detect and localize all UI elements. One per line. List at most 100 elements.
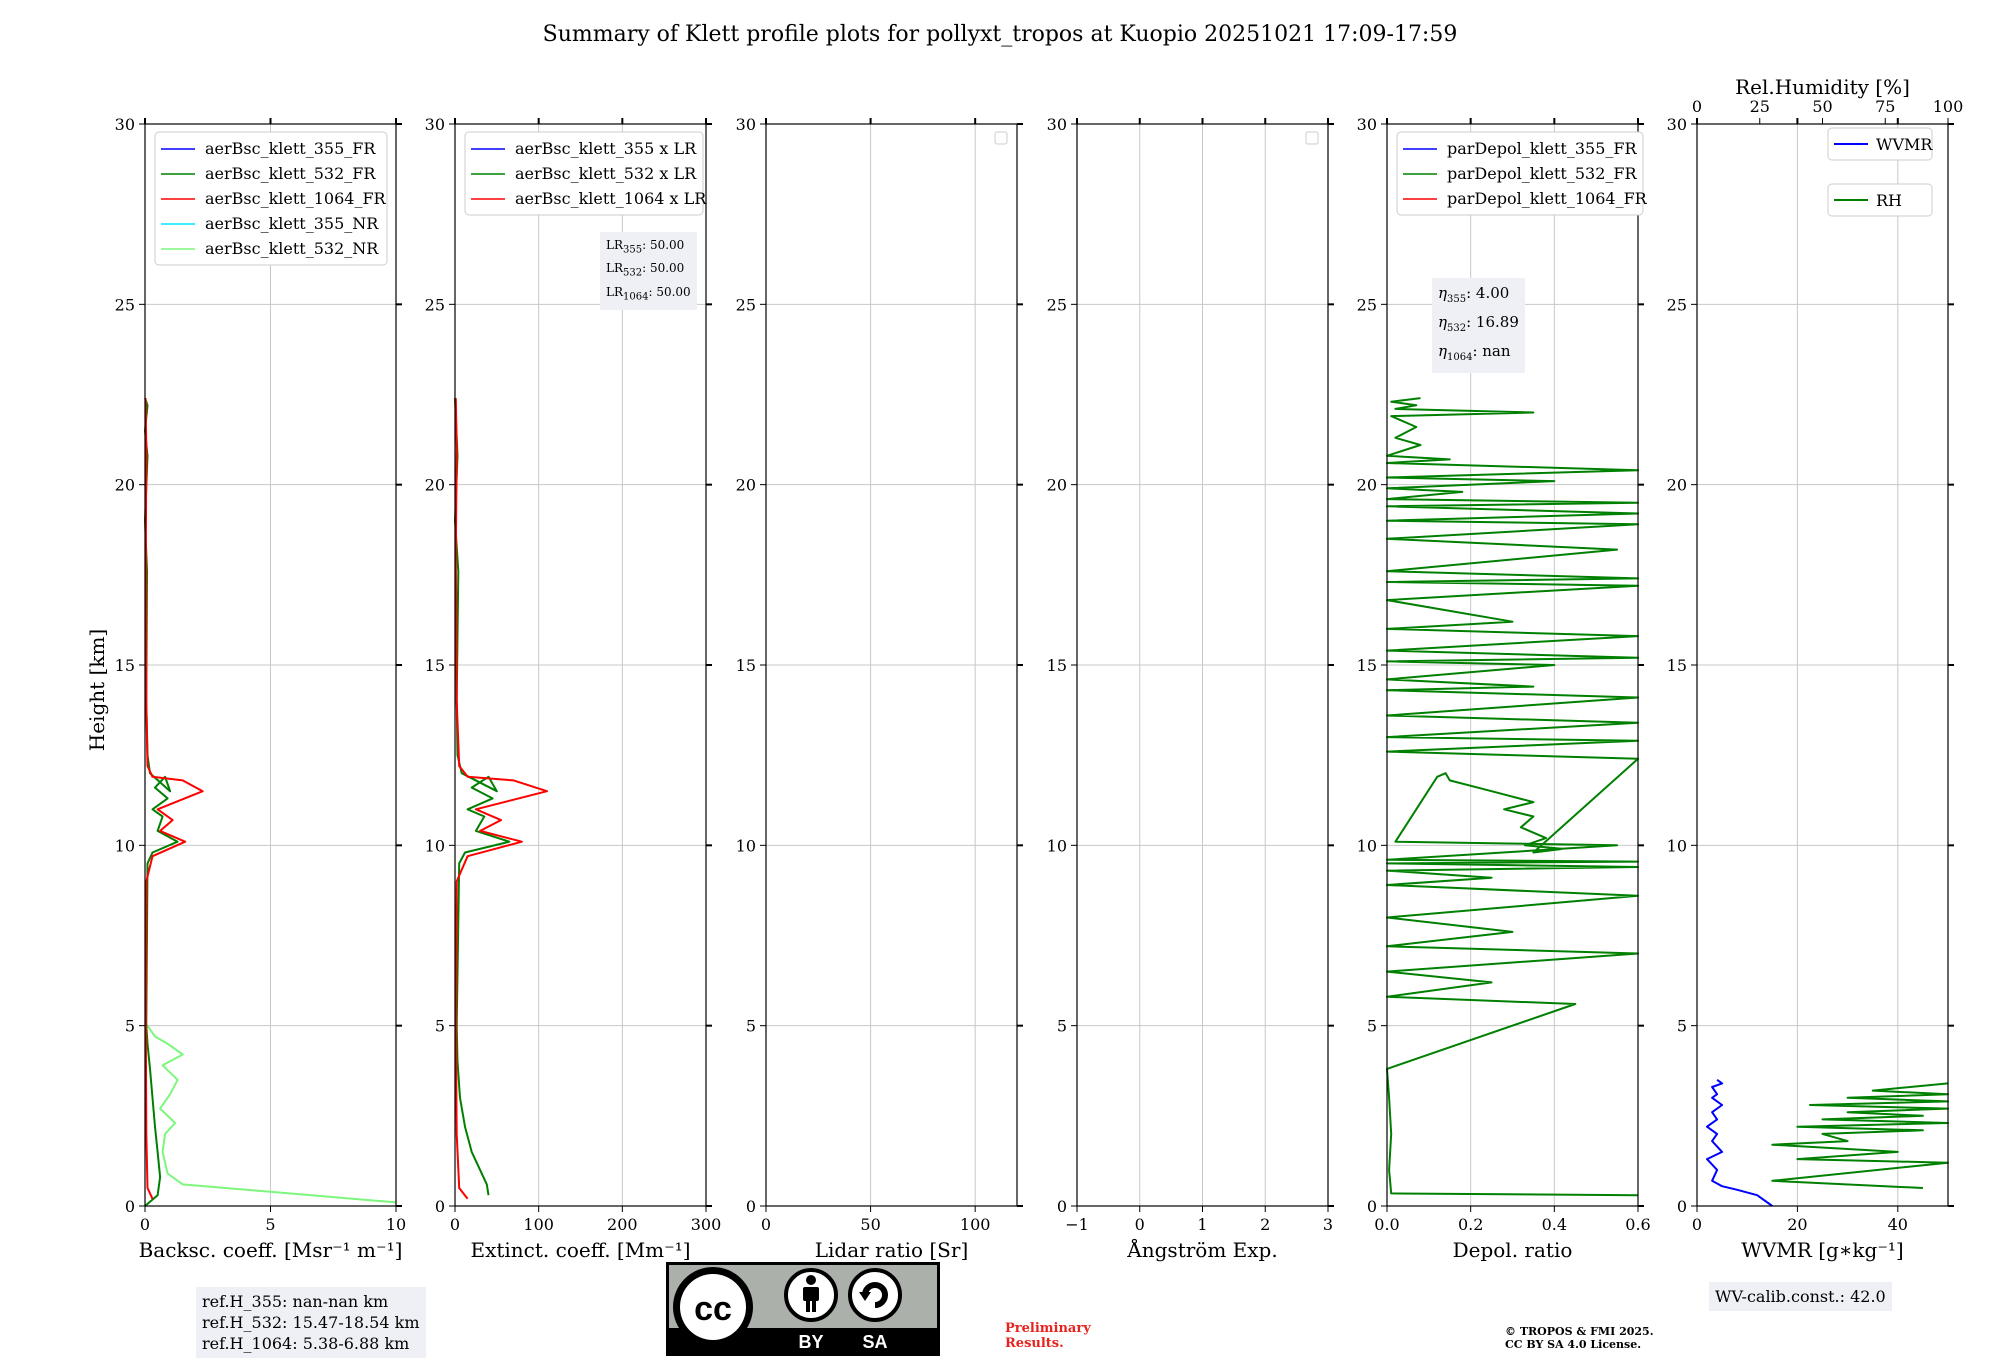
- y-tick-label: 10: [425, 836, 445, 855]
- legend-frame: [154, 131, 388, 266]
- legend-label: aerBsc_klett_355 x LR: [515, 139, 697, 158]
- y-tick-label: 5: [746, 1017, 756, 1036]
- top-x-tick-label: 50: [1812, 97, 1832, 116]
- legend-label: aerBsc_klett_355_FR: [205, 139, 376, 158]
- series-aerBsc_klett_1064 x LR: [454, 398, 548, 1200]
- x-tick-label: 20: [1787, 1215, 1807, 1234]
- legend-RH: RH: [1827, 183, 1933, 217]
- axes-frame: [1696, 123, 1949, 1207]
- x-axis-label: Backsc. coeff. [Msr⁻¹ m⁻¹]: [139, 1238, 403, 1262]
- legend-frame: [1396, 131, 1644, 216]
- y-tick-label: 20: [1667, 476, 1687, 495]
- x-tick-label: 3: [1323, 1215, 1333, 1234]
- legend-label: aerBsc_klett_1064_FR: [205, 189, 387, 208]
- x-tick-label: 0: [450, 1215, 460, 1234]
- y-tick-label: 30: [1357, 115, 1377, 134]
- lidar-ratio-box: LR355: 50.00 LR532: 50.00 LR1064: 50.00: [600, 232, 697, 311]
- empty-legend: [994, 131, 1008, 145]
- x-tick-label: 0: [761, 1215, 771, 1234]
- y-tick-label: 25: [736, 295, 756, 314]
- x-tick-label: 100: [523, 1215, 554, 1234]
- series-aerBsc_klett_532 x LR: [454, 398, 511, 1196]
- legend-label: aerBsc_klett_1064 x LR: [515, 189, 707, 208]
- svg-text:BY: BY: [798, 1332, 823, 1352]
- y-tick-label: 5: [1057, 1017, 1067, 1036]
- ref-height-1064: ref.H_1064: 5.38-6.88 km: [202, 1334, 410, 1353]
- sa-share-alike-icon: [848, 1268, 902, 1322]
- y-tick-label: 25: [1357, 295, 1377, 314]
- x-axis-label: Depol. ratio: [1453, 1238, 1573, 1262]
- x-axis-label: Lidar ratio [Sr]: [815, 1238, 969, 1262]
- y-tick-label: 0: [1677, 1197, 1687, 1216]
- x-tick-label: 0.6: [1625, 1215, 1650, 1234]
- lr-355: LR355: 50.00: [606, 238, 685, 256]
- wv-calib-box: WV-calib.const.: 42.0: [1709, 1282, 1892, 1311]
- panel-5: 0 5 10 15 20 25 30 0.0 0.2 0.4 0.6 Depol. ratio parD…: [1357, 115, 1651, 1262]
- copyright-note: © TROPOS & FMI 2025. CC BY SA 4.0 Licens…: [1505, 1325, 1654, 1351]
- legend-label: parDepol_klett_532_FR: [1447, 164, 1638, 183]
- ref-height-532: ref.H_532: 15.47-18.54 km: [202, 1313, 420, 1332]
- y-tick-label: 0: [435, 1197, 445, 1216]
- y-tick-label: 15: [425, 656, 445, 675]
- top-x-tick-label: 0: [1692, 97, 1702, 116]
- eta-box: η355: 4.00 η532: 16.89 η1064: nan: [1432, 278, 1525, 373]
- y-tick-label: 10: [115, 836, 135, 855]
- eta-1064: η1064: nan: [1438, 342, 1511, 363]
- legend-label: parDepol_klett_355_FR: [1447, 139, 1638, 158]
- x-tick-label: 300: [691, 1215, 722, 1234]
- legend-label: RH: [1876, 191, 1902, 210]
- y-tick-label: 0: [1057, 1197, 1067, 1216]
- x-tick-label: 0: [1692, 1215, 1702, 1234]
- legend-label: parDepol_klett_1064_FR: [1447, 189, 1648, 208]
- y-tick-label: 15: [1047, 656, 1067, 675]
- panel-3: 0 5 10 15 20 25 30 0 50 100 Lidar ratio [Sr]: [736, 115, 1023, 1262]
- x-tick-label: 40: [1888, 1215, 1908, 1234]
- y-tick-label: 25: [1667, 295, 1687, 314]
- lr-1064: LR1064: 50.00: [606, 284, 691, 303]
- x-tick-label: 0.4: [1542, 1215, 1567, 1234]
- x-tick-label: 10: [386, 1215, 406, 1234]
- y-tick-label: 15: [736, 656, 756, 675]
- y-tick-label: 15: [1357, 656, 1377, 675]
- y-tick-label: 25: [425, 295, 445, 314]
- x-tick-label: 5: [265, 1215, 275, 1234]
- top-x-tick-label: 25: [1750, 97, 1770, 116]
- series-parDepol_klett_532_FR: [1386, 397, 1639, 1197]
- x-tick-label: 0.2: [1458, 1215, 1483, 1234]
- y-tick-label: 30: [1667, 115, 1687, 134]
- legend: parDepol_klett_355_FR parDepol_klett_532_…: [1396, 131, 1648, 216]
- series-aerBsc_klett_532_FR: [144, 397, 179, 1207]
- y-tick-label: 15: [115, 656, 135, 675]
- panel-6: 0 5 10 15 20 25 30 0 20 40 0 25 50 75 100 Rel.Humidity …: [1667, 75, 1964, 1262]
- legend-label: WVMR: [1876, 135, 1933, 154]
- ref-height-355: ref.H_355: nan-nan km: [202, 1292, 389, 1311]
- empty-legend: [1305, 131, 1319, 145]
- x-tick-label: 50: [860, 1215, 880, 1234]
- y-tick-label: 10: [1047, 836, 1067, 855]
- y-tick-label: 25: [1047, 295, 1067, 314]
- legend-frame: [464, 131, 704, 216]
- y-tick-label: 25: [115, 295, 135, 314]
- panel-1: 0 5 10 15 20 25 30 0 5 10 Backsc. coeff. [Msr⁻¹ m⁻…: [115, 115, 407, 1262]
- preliminary-note: Preliminary Results.: [1005, 1321, 1091, 1351]
- y-tick-label: 30: [115, 115, 135, 134]
- x-tick-label: 100: [960, 1215, 991, 1234]
- y-tick-label: 5: [435, 1017, 445, 1036]
- svg-text:SA: SA: [862, 1332, 887, 1352]
- y-tick-label: 20: [736, 476, 756, 495]
- y-tick-label: 10: [1667, 836, 1687, 855]
- y-tick-label: 20: [425, 476, 445, 495]
- legend-label: aerBsc_klett_355_NR: [205, 214, 379, 233]
- axes-frame: [454, 123, 707, 1207]
- y-tick-label: 0: [1367, 1197, 1377, 1216]
- y-tick-label: 15: [1667, 656, 1687, 675]
- chart-title: Summary of Klett profile plots for polly…: [542, 22, 1458, 47]
- axes-frame: [1386, 123, 1639, 1207]
- legend-frame: [1827, 183, 1933, 217]
- legend-frame: [1827, 127, 1933, 161]
- legend-WVMR: WVMR: [1827, 127, 1933, 161]
- eta-355: η355: 4.00: [1438, 284, 1510, 305]
- series-aerBsc_klett_1064_FR: [144, 398, 204, 1200]
- top-x-tick-label: 75: [1875, 97, 1895, 116]
